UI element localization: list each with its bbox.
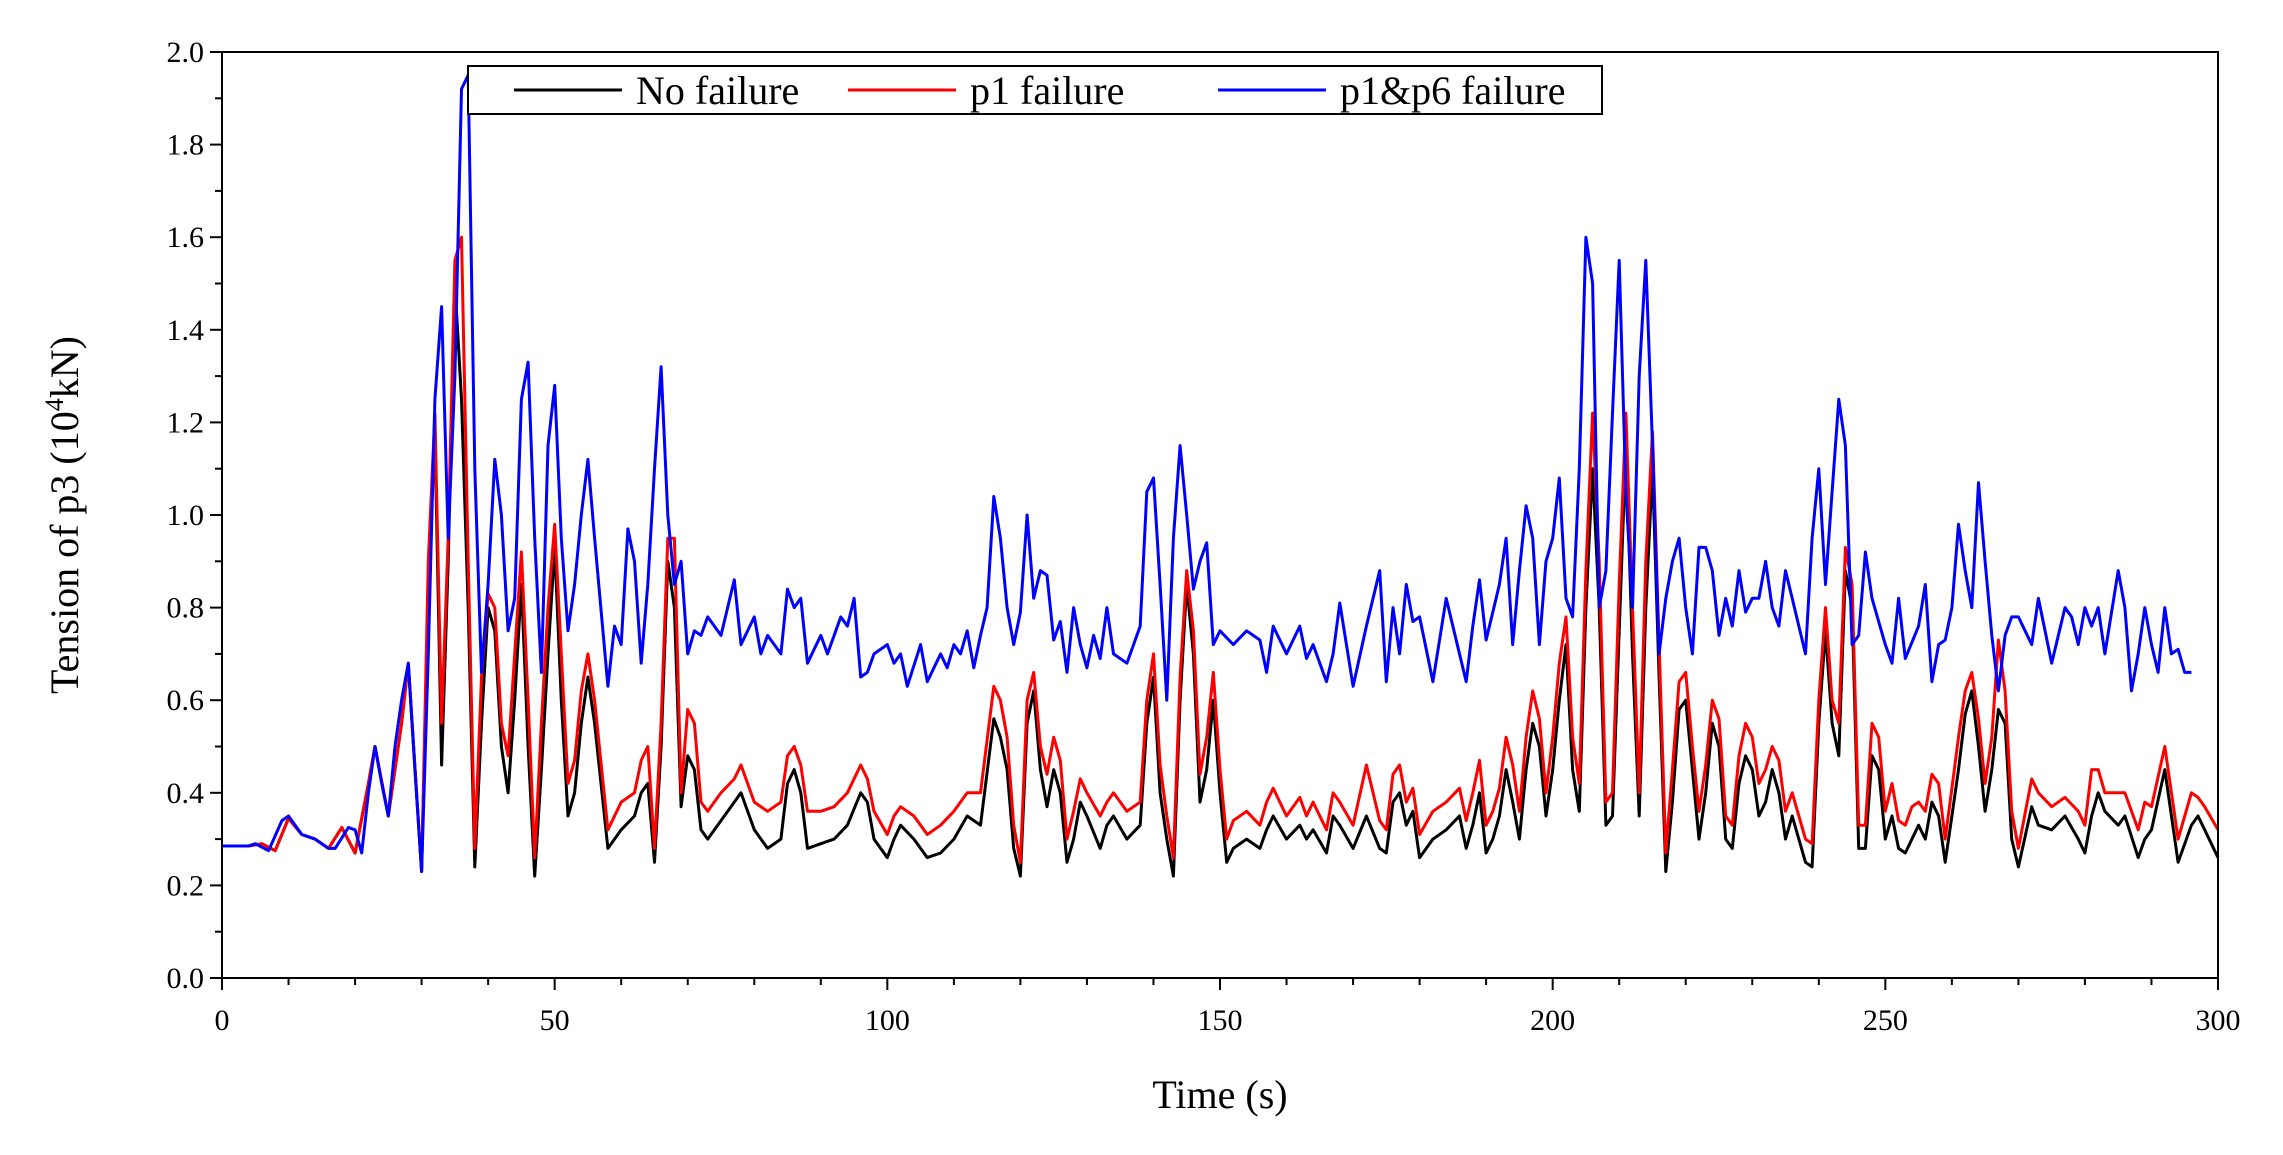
- y-tick-label: 1.0: [167, 499, 205, 532]
- x-tick-label: 100: [865, 1004, 910, 1037]
- x-tick-label: 200: [1530, 1004, 1575, 1037]
- x-axis-title: Time (s): [1152, 1072, 1287, 1117]
- series-line-2: [222, 235, 2220, 873]
- series-line-1: [222, 282, 2220, 878]
- plot-area: 0 50 100 150 200 250 300 0.0 0.2 0.4 0.6 0.8 1.0 1.2…: [167, 36, 2241, 1037]
- y-tick-label: 0.0: [167, 962, 205, 995]
- y-tick-label: 0.4: [167, 777, 205, 810]
- y-tick-label: 2.0: [167, 36, 205, 69]
- y-axis-title-suffix: kN): [42, 336, 87, 398]
- legend-items: No failure p1 failure p1&p6 failure: [514, 68, 1566, 113]
- y-tick-label: 1.4: [167, 314, 205, 347]
- x-tick-label: 300: [2196, 1004, 2241, 1037]
- y-tick-label: 1.6: [167, 221, 205, 254]
- x-axis: 0 50 100 150 200 250 300: [215, 978, 2241, 1037]
- x-tick-label: 0: [215, 1004, 230, 1037]
- y-axis-title-superscript: 4: [40, 398, 69, 411]
- legend: No failure p1 failure p1&p6 failure: [467, 65, 1603, 115]
- plot-frame: [221, 51, 2219, 979]
- y-tick-label: 0.8: [167, 592, 205, 625]
- y-tick-label: 0.6: [167, 684, 205, 717]
- y-axis-title: Tension of p3 (104kN): [40, 336, 87, 694]
- y-axis: 0.0 0.2 0.4 0.6 0.8 1.0 1.2 1.4 1.6 1.8 2.0: [167, 36, 222, 995]
- series-line-3: [222, 73, 2192, 873]
- x-tick-label: 50: [540, 1004, 570, 1037]
- y-tick-label: 1.2: [167, 406, 205, 439]
- x-tick-label: 150: [1198, 1004, 1243, 1037]
- y-tick-label: 0.2: [167, 869, 205, 902]
- legend-label-2: p1 failure: [970, 68, 1124, 113]
- x-tick-label: 250: [1863, 1004, 1908, 1037]
- legend-label-1: No failure: [636, 68, 799, 113]
- legend-label-3: p1&p6 failure: [1340, 68, 1566, 113]
- legend-box: [467, 65, 1603, 115]
- y-tick-label: 1.8: [167, 129, 205, 162]
- y-axis-title-prefix: Tension of p3 (10: [42, 411, 87, 694]
- series-layer: [222, 73, 2220, 878]
